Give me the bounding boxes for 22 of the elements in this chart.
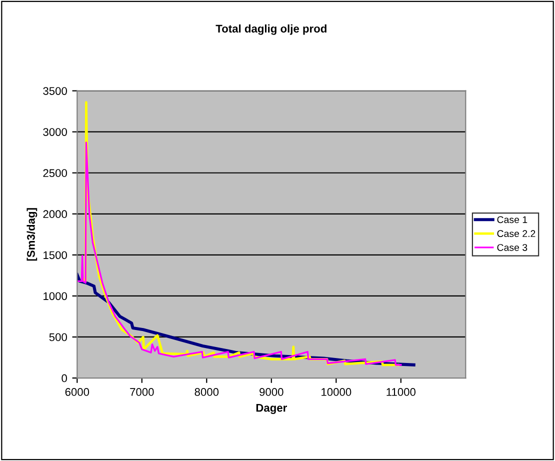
legend-label: Case 2.2 <box>497 230 536 238</box>
legend-label: Case 1 <box>497 216 528 224</box>
y-tick-label: 3500 <box>43 87 67 95</box>
x-tick-label: 7000 <box>130 388 154 396</box>
y-tick-label: 2000 <box>43 210 67 218</box>
y-tick-label: 500 <box>49 333 67 342</box>
line-series <box>77 142 402 366</box>
x-tick-label: 10000 <box>322 388 352 396</box>
y-tick-label: 2500 <box>43 169 67 178</box>
y-tick-label: 0 <box>62 374 67 382</box>
x-tick-label: 11000 <box>386 388 416 396</box>
x-tick-label: 6000 <box>65 388 90 396</box>
y-tick-label: 1000 <box>44 292 67 300</box>
y-tick-label: 3000 <box>43 128 67 136</box>
y-axis-title: [Sm3/dag] <box>26 208 38 261</box>
y-tick-label: 1500 <box>44 251 67 260</box>
x-tick-label: 8000 <box>194 388 219 396</box>
x-tick-label: 9000 <box>260 388 284 396</box>
chart-title: Total daglig olje prod <box>216 24 326 35</box>
x-axis-title: Dager <box>256 404 287 414</box>
line-series <box>82 101 400 366</box>
legend-label: Case 3 <box>497 244 528 251</box>
